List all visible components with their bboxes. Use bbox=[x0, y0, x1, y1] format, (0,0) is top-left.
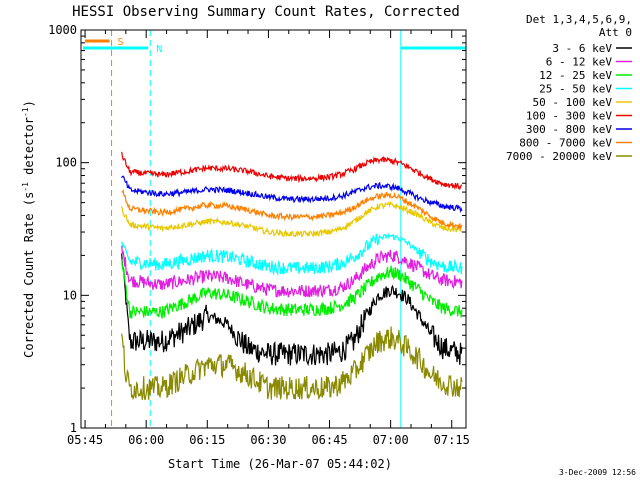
y-tick-label: 10 bbox=[63, 288, 77, 302]
x-tick-label: 07:15 bbox=[434, 433, 470, 447]
series-line-2 bbox=[121, 259, 463, 319]
y-axis-label: Corrected Count Rate (s-1 detector-1) bbox=[21, 100, 36, 358]
legend-label: 7000 - 20000 keV bbox=[506, 150, 612, 163]
y-axis-label-sup1: -1 bbox=[21, 182, 30, 192]
series-line-4 bbox=[121, 200, 462, 238]
x-tick-label: 06:45 bbox=[311, 433, 347, 447]
x-tick-label: 06:00 bbox=[128, 433, 164, 447]
y-axis: 1 10 100 1000 bbox=[48, 23, 466, 435]
legend-header-1: Det 1,3,4,5,6,9, bbox=[526, 13, 632, 26]
x-axis: 05:45 06:00 06:15 06:30 06:45 07:00 07:15 bbox=[67, 30, 470, 447]
series-line-3 bbox=[121, 232, 463, 277]
plot-frame bbox=[80, 29, 467, 429]
marker-label-s: S bbox=[118, 37, 124, 48]
plot-area: SN bbox=[83, 30, 467, 428]
y-axis-label-mid: detector bbox=[22, 117, 36, 182]
series-line-8 bbox=[121, 326, 463, 401]
legend-label: 100 - 300 keV bbox=[526, 110, 612, 123]
legend-label: 25 - 50 keV bbox=[539, 83, 612, 96]
legend-header-2: Att 0 bbox=[599, 26, 632, 39]
x-axis-label: Start Time (26-Mar-07 05:44:02) bbox=[168, 457, 392, 471]
y-tick-label: 1 bbox=[70, 421, 77, 435]
y-tick-label: 1000 bbox=[48, 23, 77, 37]
legend-label: 12 - 25 keV bbox=[539, 69, 612, 82]
legend-label: 800 - 7000 keV bbox=[519, 137, 612, 150]
x-tick-label: 05:45 bbox=[67, 433, 103, 447]
series-line-7 bbox=[121, 189, 463, 231]
chart-title: HESSI Observing Summary Count Rates, Cor… bbox=[72, 4, 460, 20]
legend-label: 300 - 800 keV bbox=[526, 123, 612, 136]
series-line-6 bbox=[121, 175, 463, 214]
footer-date: 3-Dec-2009 12:56 bbox=[559, 468, 636, 477]
x-tick-label: 06:15 bbox=[189, 433, 225, 447]
legend-label: 3 - 6 keV bbox=[552, 42, 612, 55]
series-line-1 bbox=[121, 245, 463, 298]
legend-label: 50 - 100 keV bbox=[533, 96, 613, 109]
y-axis-label-sup2: -1 bbox=[21, 107, 30, 117]
legend-label: 6 - 12 keV bbox=[546, 56, 613, 69]
x-tick-label: 06:30 bbox=[250, 433, 286, 447]
series-line-5 bbox=[121, 151, 463, 191]
y-tick-label: 100 bbox=[55, 156, 77, 170]
series-line-0 bbox=[121, 253, 463, 367]
marker-label-n: N bbox=[156, 44, 162, 55]
y-axis-label-main: Corrected Count Rate (s bbox=[22, 192, 36, 358]
x-tick-label: 07:00 bbox=[373, 433, 409, 447]
y-axis-label-end: ) bbox=[22, 100, 36, 107]
